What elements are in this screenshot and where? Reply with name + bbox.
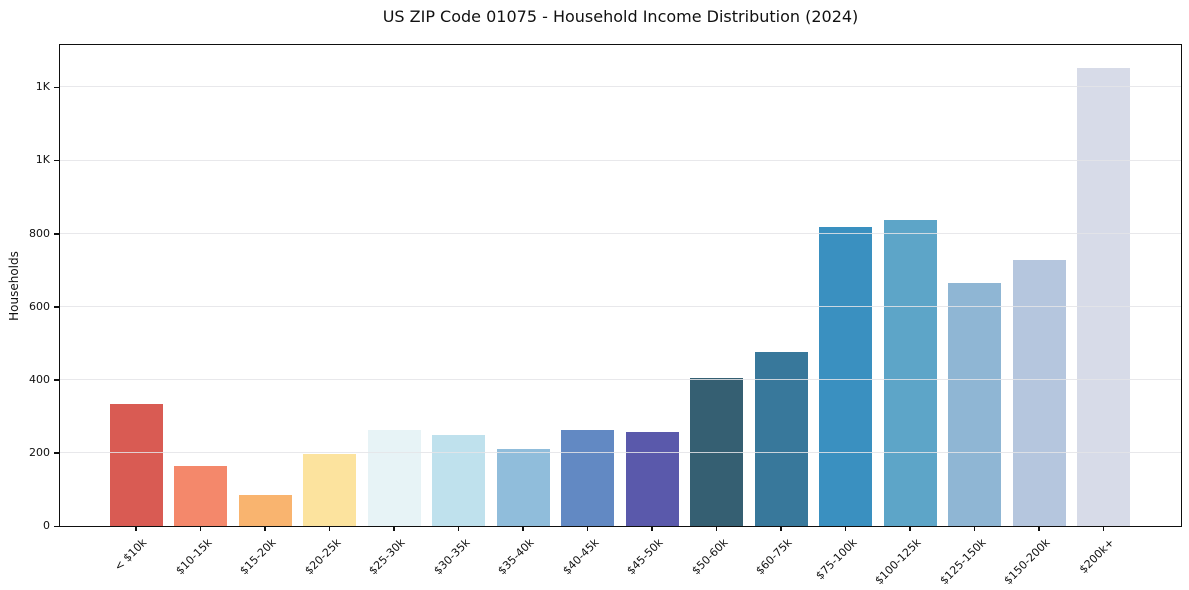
bar-25-30k bbox=[367, 429, 421, 526]
x-tick-mark bbox=[651, 526, 653, 531]
x-tick-mark bbox=[1038, 526, 1040, 531]
x-tick-label: < $10k bbox=[112, 536, 150, 574]
bar-10k bbox=[109, 403, 163, 526]
y-tick-mark bbox=[54, 86, 59, 89]
x-tick-label: $15-20k bbox=[237, 536, 279, 578]
bar-50-60k bbox=[690, 377, 744, 526]
x-tick-label: $75-100k bbox=[812, 536, 860, 583]
x-tick-label: $20-25k bbox=[301, 536, 344, 578]
y-tick-mark bbox=[54, 452, 59, 454]
x-tick-mark bbox=[457, 526, 460, 531]
x-tick-mark bbox=[909, 526, 911, 531]
x-tick-mark bbox=[973, 526, 976, 531]
chart-title: US ZIP Code 01075 - Household Income Dis… bbox=[382, 7, 859, 26]
bar-10-15k bbox=[174, 465, 228, 526]
bar-200k bbox=[1077, 68, 1131, 526]
x-tick-label: $25-30k bbox=[366, 536, 408, 578]
x-tick-mark bbox=[844, 526, 847, 531]
x-tick-label: $60-75k bbox=[753, 536, 795, 578]
y-tick-label: 200 bbox=[29, 445, 50, 459]
x-tick-label: $150-200k bbox=[1001, 536, 1053, 588]
x-tick-mark bbox=[1102, 526, 1105, 531]
bar-150-200k bbox=[1012, 259, 1066, 526]
x-tick-label: $45-50k bbox=[624, 536, 666, 578]
x-tick-mark bbox=[522, 526, 524, 531]
x-tick-label: $10-15k bbox=[172, 536, 215, 578]
bar-75-100k bbox=[819, 227, 873, 526]
x-tick-label: $100-125k bbox=[872, 536, 924, 588]
y-tick-label: 0 bbox=[43, 519, 50, 532]
y-tick-label: 400 bbox=[29, 372, 50, 386]
x-tick-label: $200k+ bbox=[1077, 536, 1118, 577]
y-tick-mark bbox=[54, 159, 59, 162]
x-tick-label: $30-35k bbox=[430, 536, 473, 578]
y-tick-label: 1K bbox=[35, 80, 50, 94]
bar-60-75k bbox=[754, 352, 808, 526]
bar-125-150k bbox=[948, 282, 1002, 526]
y-tick-mark bbox=[54, 233, 59, 235]
y-tick-label: 1K bbox=[35, 153, 50, 167]
y-tick-label: 800 bbox=[29, 226, 50, 240]
y-tick-mark bbox=[54, 379, 59, 381]
x-tick-mark bbox=[780, 526, 782, 531]
bar-100-125k bbox=[883, 219, 937, 526]
x-tick-mark bbox=[264, 526, 266, 531]
bars-layer bbox=[60, 45, 1181, 526]
x-tick-mark bbox=[328, 526, 331, 531]
bar-45-50k bbox=[625, 432, 679, 526]
plot-area bbox=[59, 44, 1182, 527]
x-tick-label: $35-40k bbox=[495, 536, 537, 578]
bar-35-40k bbox=[496, 449, 550, 526]
x-tick-mark bbox=[135, 526, 137, 531]
x-tick-label: $40-45k bbox=[559, 536, 602, 578]
x-tick-mark bbox=[199, 526, 202, 531]
bar-40-45k bbox=[561, 430, 615, 526]
bar-30-35k bbox=[432, 435, 486, 526]
x-tick-mark bbox=[586, 526, 589, 531]
bar-15-20k bbox=[238, 494, 292, 526]
y-axis-label: Households bbox=[7, 251, 21, 321]
y-tick-label: 600 bbox=[29, 299, 50, 313]
y-tick-mark bbox=[54, 306, 59, 308]
x-tick-label: $125-150k bbox=[936, 536, 989, 588]
x-tick-mark bbox=[393, 526, 395, 531]
y-tick-mark bbox=[54, 525, 59, 527]
x-tick-mark bbox=[715, 526, 718, 531]
bar-20-25k bbox=[303, 454, 357, 526]
x-tick-label: $50-60k bbox=[688, 536, 731, 578]
